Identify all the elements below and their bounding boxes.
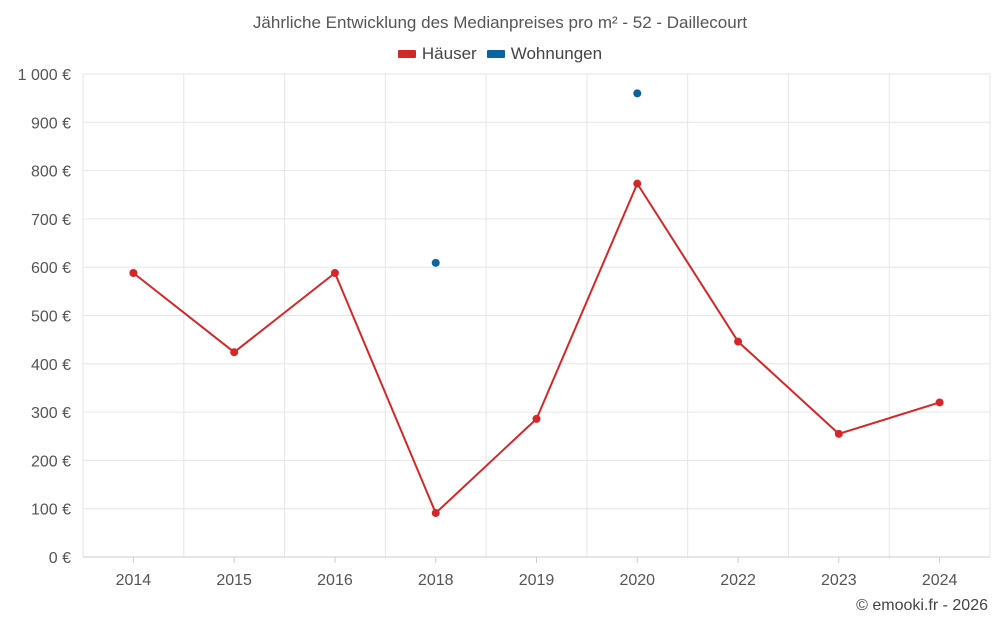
y-tick-label: 1 000 € [18, 67, 71, 84]
legend-label-houses: Häuser [421, 44, 477, 63]
legend-swatch-houses [397, 50, 416, 58]
data-point-apartments [431, 258, 440, 267]
data-point-houses [431, 509, 440, 518]
x-tick-label: 2015 [216, 572, 252, 589]
y-tick-label: 800 € [31, 164, 71, 181]
legend-item-apartments[interactable]: Wohnungen [486, 44, 603, 64]
x-tick-label: 2016 [317, 572, 353, 589]
legend-swatch-apartments [486, 50, 505, 58]
x-tick-label: 2018 [418, 572, 454, 589]
x-tick-label: 2019 [519, 572, 555, 589]
data-point-houses [935, 398, 944, 407]
y-tick-label: 500 € [31, 309, 71, 326]
series-line-houses [435, 418, 538, 514]
series-line-houses [535, 183, 639, 420]
series-line-houses [132, 272, 235, 353]
y-tick-label: 600 € [31, 260, 71, 277]
data-point-houses [230, 348, 239, 357]
x-tick-label: 2024 [922, 572, 958, 589]
x-tick-label: 2014 [116, 572, 152, 589]
data-point-apartments [633, 89, 642, 98]
series-line-houses [636, 183, 739, 343]
series-line-houses [737, 340, 840, 435]
x-tick-label: 2022 [720, 572, 756, 589]
data-point-houses [834, 429, 843, 438]
y-tick-label: 900 € [31, 115, 71, 132]
legend-item-houses[interactable]: Häuser [397, 44, 477, 64]
legend-label-apartments: Wohnungen [510, 44, 603, 63]
data-point-houses [734, 337, 743, 346]
y-tick-label: 100 € [31, 502, 71, 519]
series-line-houses [233, 272, 336, 353]
data-point-houses [330, 268, 339, 277]
y-tick-label: 300 € [31, 405, 71, 422]
y-tick-label: 400 € [31, 357, 71, 374]
series-line-houses [838, 401, 940, 435]
y-tick-label: 0 € [49, 550, 71, 567]
chart-title: Jährliche Entwicklung des Medianpreises … [252, 13, 748, 32]
legend: Häuser Wohnungen [0, 44, 1000, 64]
copyright-credit: © emooki.fr - 2026 [856, 597, 988, 614]
x-tick-label: 2023 [821, 572, 857, 589]
y-tick-label: 700 € [31, 212, 71, 229]
x-tick-label: 2020 [619, 572, 655, 589]
data-point-houses [532, 414, 541, 423]
y-tick-label: 200 € [31, 453, 71, 470]
data-point-houses [633, 179, 642, 188]
data-point-houses [129, 268, 138, 277]
series-line-houses [334, 272, 437, 514]
